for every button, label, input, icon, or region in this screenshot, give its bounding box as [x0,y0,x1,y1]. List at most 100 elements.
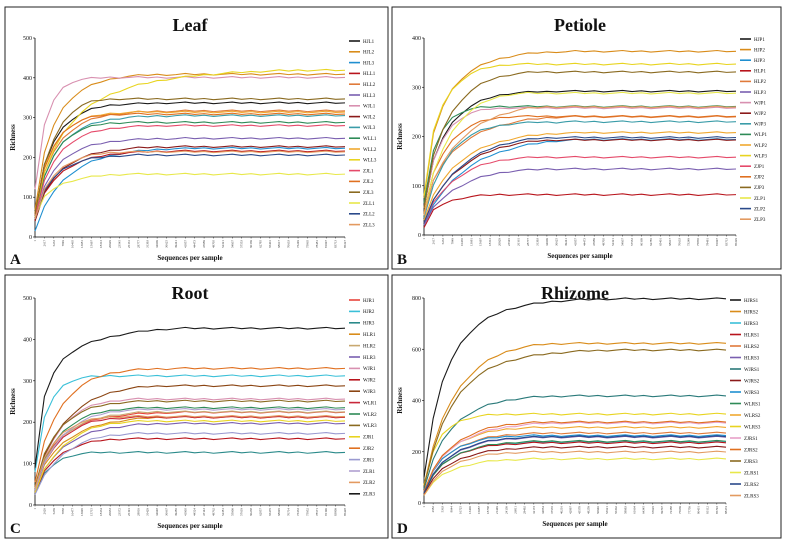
x-tick-label: 57553 [630,238,634,246]
x-tick-label: 13096 [80,508,84,516]
series-line-WJR1 [34,397,346,489]
y-tick-label: 200 [23,155,32,161]
panel-D: Rhizome D 0 200 400 600 800 1 2682 5363 8044 10725 1… [391,274,782,539]
x-tick-label: 5363 [440,506,444,513]
x-tick-label: 49705 [211,240,215,248]
x-tick-label: 5233 [441,238,445,245]
legend-label-ZLP2: ZLP2 [754,207,766,212]
x-tick-label: 20953 [108,508,112,516]
chart-title: Petiole [554,15,606,35]
x-tick-label: 24130 [504,506,508,514]
legend-label-HLL1: HLL1 [363,72,376,77]
x-tick-label: 23545 [507,238,511,246]
y-tick-label: 500 [23,36,32,42]
x-tick-label: 37535 [550,506,554,514]
x-tick-label: 31393 [535,238,539,246]
x-tick-label: 78481 [706,238,710,246]
x-tick-label: 68017 [668,238,672,246]
legend-label-HLP3: HLP3 [754,91,766,96]
x-tick-label: 53621 [605,506,609,514]
legend-label-HJR2: HJR2 [363,310,375,315]
series-line-HLL2 [34,109,346,216]
series-line-WLRS3 [423,412,727,486]
legend-label-ZJRS2: ZJRS2 [744,448,758,453]
panel-A: Leaf A 0 100 200 300 400 500 1 2617 5233 7849 10465 1… [4,6,389,270]
x-axis-label: Sequences per sample [157,522,222,530]
series-line-HJL1 [34,101,346,215]
x-tick-label: 26191 [127,508,131,516]
y-tick-label: 200 [412,135,421,141]
y-tick-label: 300 [23,379,32,385]
panel-frame [4,274,389,539]
panel-letter: C [10,521,21,537]
x-tick-label: 86329 [734,238,738,246]
x-tick-label: 10465 [460,238,464,246]
series-line-HLL3 [34,136,346,220]
series-line-WLR2 [34,406,346,489]
series-line-WJP3 [423,120,737,218]
legend-label-ZJP3: ZJP3 [754,186,765,191]
legend-label-HJP2: HJP2 [754,48,765,53]
x-tick-label: 41905 [183,508,187,516]
x-tick-label: 81097 [715,238,719,246]
y-tick-label: 600 [412,347,421,353]
x-tick-label: 44473 [583,238,587,246]
x-tick-label: 55000 [230,508,234,516]
panel-B: Petiole B 0 100 200 300 400 1 2617 5233 7849 10465 1… [391,6,782,270]
x-tick-label: 31393 [146,240,150,248]
x-tick-label: 5233 [52,240,56,247]
series-line-HLR2 [34,410,346,489]
series-line-ZJL3 [34,97,346,215]
legend-label-HJRS1: HJRS1 [744,299,759,304]
legend-label-ZJL2: ZJL2 [363,180,374,185]
series-line-HJR2 [34,374,346,472]
x-tick-label: 36667 [165,508,169,516]
series-line-WJR2 [34,437,346,493]
series-line-WJL3 [34,114,346,218]
x-tick-label: 64345 [642,506,646,514]
x-tick-label: 28810 [136,508,140,516]
x-tick-label: 88474 [724,506,728,514]
legend-label-ZLRS2: ZLRS2 [744,483,759,488]
x-tick-label: 31429 [146,508,150,516]
series-line-HLP1 [423,193,737,228]
x-tick-label: 2682 [431,506,435,513]
legend-label-ZJP2: ZJP2 [754,176,765,181]
legend-label-ZLL2: ZLL2 [363,213,375,218]
x-tick-label: 49705 [602,238,606,246]
legend-label-HJL3: HJL3 [363,61,375,66]
series-line-ZLR2 [34,415,346,489]
x-tick-label: 69707 [660,506,664,514]
series-line-WLL3 [34,68,346,214]
series-line-WLP3 [423,62,737,196]
legend-label-HJRS3: HJRS3 [744,322,759,327]
x-tick-label: 83809 [334,508,338,516]
y-tick-label: 800 [412,296,421,302]
x-tick-label: 81097 [324,240,328,248]
legend-label-WJP1: WJP1 [754,101,766,106]
y-tick-label: 200 [412,450,421,456]
y-tick-label: 300 [23,116,32,122]
legend-label-HLRS1: HLRS1 [744,333,760,338]
x-tick-label: 75952 [305,508,309,516]
x-tick-label: 75865 [305,240,309,248]
x-tick-label: 47089 [202,240,206,248]
y-tick-label: 0 [29,235,32,241]
x-tick-label: 56302 [614,506,618,514]
x-tick-label: 39241 [174,240,178,248]
x-tick-label: 42897 [568,506,572,514]
series-line-HLR3 [34,422,346,493]
legend-label-WLL3: WLL3 [363,159,377,164]
series-line-ZLRS2 [423,435,727,493]
legend-label-ZLR2: ZLR2 [363,481,375,486]
series-line-ZLP3 [423,105,737,216]
y-tick-label: 400 [23,76,32,82]
x-tick-label: 70633 [677,238,681,246]
y-axis-label: Richness [396,387,404,414]
legend-label-HJL1: HJL1 [363,40,375,45]
legend-label-HLRS2: HLRS2 [744,345,760,350]
x-tick-label: 10465 [71,240,75,248]
panel-C: Root C 0 100 200 300 400 500 1 2620 5239 7858 10477 1… [4,274,389,539]
x-axis-label: Sequences per sample [542,520,607,528]
